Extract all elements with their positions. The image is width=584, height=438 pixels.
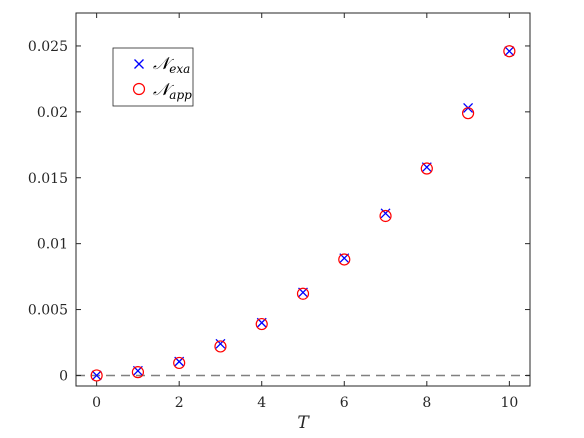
- x-tick-label: 2: [175, 395, 184, 411]
- x-tick-label: 10: [500, 395, 518, 411]
- data-point-cross: [504, 46, 515, 57]
- legend-marker-cross: [134, 59, 144, 69]
- data-point-cross: [91, 370, 102, 381]
- x-tick-label: 8: [422, 395, 431, 411]
- legend: 𝒩exa 𝒩app: [112, 47, 194, 107]
- data-marks: [90, 45, 516, 382]
- data-point-circle: [214, 340, 227, 353]
- data-point-circle: [503, 45, 516, 58]
- y-tick-label: 0.005: [28, 303, 68, 319]
- data-point-circle: [255, 317, 268, 331]
- data-point-circle: [296, 287, 310, 300]
- data-point-circle: [461, 107, 475, 120]
- x-axis-title: T: [297, 413, 310, 433]
- y-axis-ticks: 0 0.005 0.01 0.015 0.02 0.025: [28, 39, 530, 384]
- y-tick-label: 0.02: [37, 105, 68, 121]
- data-point-circle: [420, 162, 433, 175]
- legend-box: [112, 47, 194, 107]
- data-point-circle: [338, 253, 351, 266]
- legend-marker-circle: [132, 82, 146, 96]
- data-point-circle: [90, 369, 103, 382]
- x-axis-ticks: 0 2 4 6 8 10: [92, 13, 518, 411]
- data-point-circle: [379, 209, 392, 223]
- data-point-circle: [131, 366, 145, 379]
- x-tick-label: 0: [92, 395, 101, 411]
- y-tick-label: 0: [59, 368, 68, 384]
- data-point-cross: [380, 208, 391, 219]
- y-tick-label: 0.025: [28, 39, 68, 55]
- data-point-cross: [215, 338, 226, 349]
- x-tick-label: 4: [257, 395, 266, 411]
- plot-frame: [75, 12, 531, 387]
- y-tick-label: 0.01: [37, 237, 68, 253]
- data-point-circle: [173, 356, 186, 370]
- y-tick-label: 0.015: [28, 171, 68, 187]
- x-tick-label: 6: [340, 395, 349, 411]
